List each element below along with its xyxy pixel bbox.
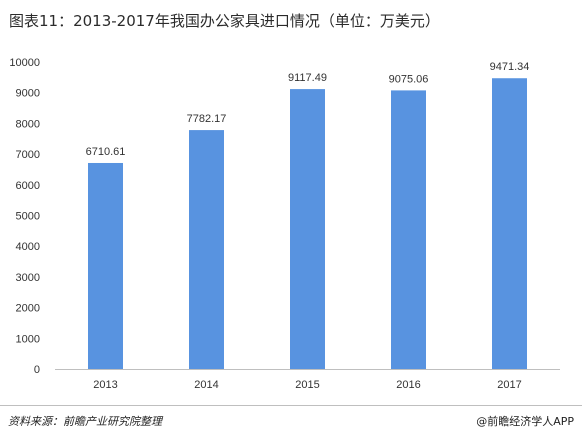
y-axis-ticks: 0 1000 2000 3000 4000 5000 6000 7000 8000 9000 100… bbox=[9, 57, 40, 376]
bars-group bbox=[88, 78, 527, 370]
brand-credit: @前瞻经济学人APP bbox=[476, 415, 574, 428]
chart-title: 图表11：2013-2017年我国办公家具进口情况（单位：万美元） bbox=[9, 12, 440, 30]
bar-chart: 0 1000 2000 3000 4000 5000 6000 7000 8000 9000 100… bbox=[9, 57, 560, 391]
bar-2014 bbox=[189, 130, 224, 369]
bar-value-label: 6710.61 bbox=[86, 146, 126, 158]
footer-divider bbox=[0, 405, 582, 406]
y-tick-label: 9000 bbox=[16, 88, 40, 100]
bar-value-label: 9117.49 bbox=[288, 72, 327, 84]
y-tick-label: 1000 bbox=[16, 333, 40, 345]
x-axis-ticks: 2013 2014 2015 2016 2017 bbox=[93, 379, 521, 391]
y-tick-label: 7000 bbox=[16, 149, 40, 161]
source-note: 资料来源：前瞻产业研究院整理 bbox=[8, 415, 162, 428]
bar-value-label: 7782.17 bbox=[187, 113, 227, 125]
bar-2016 bbox=[391, 90, 426, 369]
bar-value-label: 9471.34 bbox=[490, 61, 530, 73]
bar-2015 bbox=[290, 89, 325, 370]
y-tick-label: 3000 bbox=[16, 272, 40, 284]
y-tick-label: 6000 bbox=[16, 180, 40, 192]
x-tick-label: 2013 bbox=[93, 379, 117, 391]
y-tick-label: 10000 bbox=[9, 57, 40, 69]
y-tick-label: 8000 bbox=[16, 118, 40, 130]
x-tick-label: 2014 bbox=[194, 379, 218, 391]
y-tick-label: 0 bbox=[34, 364, 40, 376]
y-tick-label: 2000 bbox=[16, 303, 40, 315]
y-tick-label: 5000 bbox=[16, 211, 40, 223]
x-tick-label: 2015 bbox=[295, 379, 319, 391]
bar-value-labels: 6710.61 7782.17 9117.49 9075.06 9471.34 bbox=[86, 61, 530, 158]
x-tick-label: 2016 bbox=[396, 379, 420, 391]
bar-2017 bbox=[492, 78, 527, 369]
bar-value-label: 9075.06 bbox=[389, 73, 429, 85]
bar-2013 bbox=[88, 162, 123, 369]
y-tick-label: 4000 bbox=[16, 241, 40, 253]
x-tick-label: 2017 bbox=[497, 379, 521, 391]
